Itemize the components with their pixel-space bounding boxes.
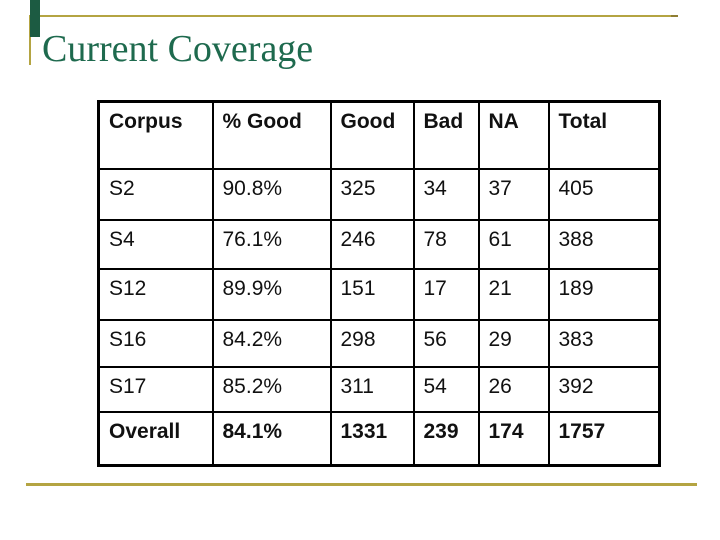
cell-corpus: S2 (97, 167, 214, 221)
column-header-corpus: Corpus (97, 100, 214, 170)
table-row-overall: Overall 84.1% 1331 239 174 1757 (97, 410, 661, 467)
table-header-row: Corpus % Good Good Bad NA Total (97, 100, 661, 170)
cell-total: 383 (547, 318, 661, 368)
cell-pct-good: 89.9% (211, 267, 332, 321)
cell-bad: 54 (412, 365, 480, 413)
column-header-na: NA (477, 100, 550, 170)
cell-good: 325 (329, 167, 415, 221)
cell-pct-good: 84.1% (211, 410, 332, 467)
table-row-s2: S2 90.8% 325 34 37 405 (97, 167, 661, 221)
cell-corpus: S4 (97, 218, 214, 270)
cell-total: 1757 (547, 410, 661, 467)
cell-total: 392 (547, 365, 661, 413)
cell-bad: 34 (412, 167, 480, 221)
table-row-s17: S17 85.2% 311 54 26 392 (97, 365, 661, 413)
cell-na: 26 (477, 365, 550, 413)
cell-pct-good: 85.2% (211, 365, 332, 413)
cell-bad: 78 (412, 218, 480, 270)
cell-good: 298 (329, 318, 415, 368)
cell-pct-good: 76.1% (211, 218, 332, 270)
cell-corpus: S17 (97, 365, 214, 413)
cell-na: 174 (477, 410, 550, 467)
cell-bad: 17 (412, 267, 480, 321)
column-header-pct-good: % Good (211, 100, 332, 170)
cell-corpus: Overall (97, 410, 214, 467)
cell-corpus: S12 (97, 267, 214, 321)
cell-total: 388 (547, 218, 661, 270)
cell-bad: 56 (412, 318, 480, 368)
cell-bad: 239 (412, 410, 480, 467)
cell-good: 311 (329, 365, 415, 413)
cell-good: 151 (329, 267, 415, 321)
cell-pct-good: 84.2% (211, 318, 332, 368)
cell-good: 1331 (329, 410, 415, 467)
table-row-s4: S4 76.1% 246 78 61 388 (97, 218, 661, 270)
top-gold-rule (30, 15, 671, 17)
coverage-table: Corpus % Good Good Bad NA Total S2 90.8%… (97, 100, 661, 467)
cell-na: 29 (477, 318, 550, 368)
cell-total: 189 (547, 267, 661, 321)
top-gold-rule-tip (671, 15, 678, 17)
cell-good: 246 (329, 218, 415, 270)
bottom-gold-rule (26, 483, 697, 486)
column-header-bad: Bad (412, 100, 480, 170)
column-header-good: Good (329, 100, 415, 170)
cell-corpus: S16 (97, 318, 214, 368)
slide-title: Current Coverage (42, 28, 314, 70)
title-left-gold-rule (29, 15, 31, 65)
column-header-total: Total (547, 100, 661, 170)
cell-pct-good: 90.8% (211, 167, 332, 221)
table-row-s12: S12 89.9% 151 17 21 189 (97, 267, 661, 321)
cell-total: 405 (547, 167, 661, 221)
cell-na: 61 (477, 218, 550, 270)
table-row-s16: S16 84.2% 298 56 29 383 (97, 318, 661, 368)
corner-accent-bar (30, 0, 40, 37)
cell-na: 21 (477, 267, 550, 321)
cell-na: 37 (477, 167, 550, 221)
